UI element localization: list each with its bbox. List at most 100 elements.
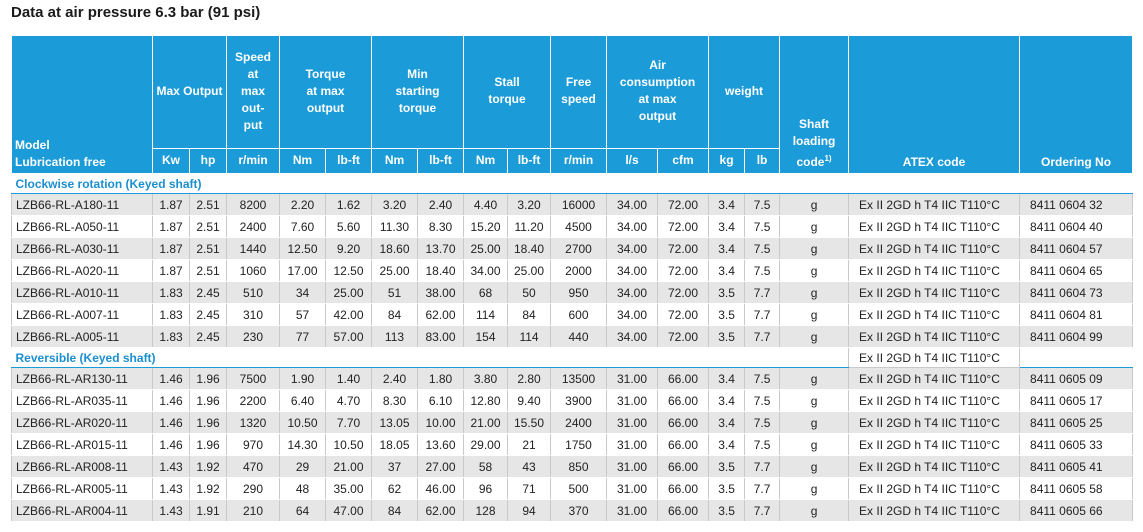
section-atex-note: Ex II 2GD h T4 IIC T110°C: [848, 347, 1021, 368]
value-cell: 6.10: [416, 389, 465, 412]
table-row: LZB66-RL-AR015-11 1.46 1.96 970 14.30 10.50 18…: [11, 433, 1134, 456]
value-cell: 4.70: [325, 389, 372, 412]
value-cell: 34.00: [606, 215, 659, 238]
value-cell: 210: [226, 499, 280, 522]
value-cell: 43: [507, 455, 552, 478]
atex-cell: Ex II 2GD h T4 IIC T110°C: [848, 281, 1021, 304]
ordering-cell: 8411 0604 65: [1019, 259, 1134, 282]
value-cell: 7.7: [744, 281, 781, 304]
value-cell: 3.80: [463, 367, 509, 390]
value-cell: 1.90: [279, 367, 326, 390]
value-cell: 72.00: [657, 281, 710, 304]
ordering-cell: 8411 0604 40: [1019, 215, 1134, 238]
ordering-cell: 8411 0604 81: [1019, 303, 1134, 326]
value-cell: 8.30: [416, 215, 465, 238]
value-cell: 1.43: [152, 455, 190, 478]
value-cell: 2000: [550, 259, 608, 282]
value-cell: 970: [226, 433, 280, 456]
unit-air-cfm: cfm: [657, 148, 710, 174]
value-cell: 10.00: [416, 411, 465, 434]
value-cell: 25.00: [325, 281, 372, 304]
value-cell: 2.40: [371, 367, 418, 390]
header-speed: Speed at max out-put: [226, 35, 280, 149]
unit-min-lbft: lb-ft: [416, 148, 465, 174]
page-title: Data at air pressure 6.3 bar (91 psi): [11, 4, 261, 21]
value-cell: 42.00: [325, 303, 372, 326]
value-cell: 66.00: [657, 411, 710, 434]
value-cell: 3.5: [708, 303, 746, 326]
value-cell: 1.96: [189, 411, 227, 434]
value-cell: 600: [550, 303, 608, 326]
value-cell: 25.00: [463, 237, 509, 260]
table-row: LZB66-RL-A005-11 1.83 2.45 230 77 57.00 113 83.…: [11, 325, 1134, 348]
value-cell: 46.00: [416, 477, 465, 500]
header-stall-torque: Stall torque: [463, 35, 552, 149]
model-cell: LZB66-RL-AR004-11: [11, 499, 153, 522]
value-cell: 14.30: [279, 433, 326, 456]
value-cell: 1.43: [152, 499, 190, 522]
value-cell: 5.60: [325, 215, 372, 238]
value-cell: 510: [226, 281, 280, 304]
atex-cell: Ex II 2GD h T4 IIC T110°C: [848, 237, 1021, 260]
value-cell: 7.7: [744, 477, 781, 500]
atex-cell: Ex II 2GD h T4 IIC T110°C: [848, 455, 1021, 478]
value-cell: 7.7: [744, 499, 781, 522]
value-cell: 230: [226, 325, 280, 348]
shaft-code-cell: g: [779, 433, 850, 456]
value-cell: 11.20: [507, 215, 552, 238]
value-cell: 10.50: [325, 433, 372, 456]
shaft-code-cell: g: [779, 259, 850, 282]
model-cell: LZB66-RL-A010-11: [11, 281, 153, 304]
value-cell: 7.5: [744, 411, 781, 434]
header-model-label: Model: [15, 138, 50, 152]
atex-cell: Ex II 2GD h T4 IIC T110°C: [848, 367, 1021, 390]
value-cell: 12.50: [279, 237, 326, 260]
value-cell: 12.50: [325, 259, 372, 282]
section-ordering-empty: [1019, 347, 1133, 368]
shaft-code-cell: g: [779, 325, 850, 348]
value-cell: 1.43: [152, 477, 190, 500]
value-cell: 71: [507, 477, 552, 500]
value-cell: 1.87: [152, 237, 190, 260]
value-cell: 31.00: [606, 367, 659, 390]
table-row: LZB66-RL-A180-11 1.87 2.51 8200 2.20 1.62 3.20…: [11, 193, 1134, 216]
table-row: LZB66-RL-AR035-11 1.46 1.96 2200 6.40 4.70 8.3…: [11, 389, 1134, 412]
value-cell: 7.7: [744, 455, 781, 478]
value-cell: 8.30: [371, 389, 418, 412]
value-cell: 1750: [550, 433, 608, 456]
value-cell: 1.62: [325, 193, 372, 216]
value-cell: 18.40: [416, 259, 465, 282]
unit-speed: r/min: [226, 148, 280, 174]
value-cell: 21.00: [463, 411, 509, 434]
value-cell: 18.60: [371, 237, 418, 260]
value-cell: 34: [279, 281, 326, 304]
value-cell: 1.92: [189, 477, 227, 500]
value-cell: 7.7: [744, 325, 781, 348]
value-cell: 66.00: [657, 455, 710, 478]
value-cell: 17.00: [279, 259, 326, 282]
table-row: LZB66-RL-A020-11 1.87 2.51 1060 17.00 12.50 25…: [11, 259, 1134, 282]
value-cell: 16000: [550, 193, 608, 216]
value-cell: 37: [371, 455, 418, 478]
header-ordering: Ordering No: [1019, 35, 1134, 174]
value-cell: 2700: [550, 237, 608, 260]
value-cell: 3.5: [708, 499, 746, 522]
ordering-cell: 8411 0604 57: [1019, 237, 1134, 260]
value-cell: 1.83: [152, 325, 190, 348]
model-cell: LZB66-RL-AR015-11: [11, 433, 153, 456]
value-cell: 29.00: [463, 433, 509, 456]
atex-cell: Ex II 2GD h T4 IIC T110°C: [848, 433, 1021, 456]
section-ordering-empty: [1019, 173, 1133, 194]
value-cell: 290: [226, 477, 280, 500]
data-table: Model Lubrication free Max Output Speed at…: [11, 35, 1134, 522]
model-cell: LZB66-RL-AR008-11: [11, 455, 153, 478]
atex-cell: Ex II 2GD h T4 IIC T110°C: [848, 303, 1021, 326]
value-cell: 7.60: [279, 215, 326, 238]
shaft-code-cell: g: [779, 303, 850, 326]
value-cell: 72.00: [657, 215, 710, 238]
model-cell: LZB66-RL-A050-11: [11, 215, 153, 238]
value-cell: 31.00: [606, 455, 659, 478]
table-row: LZB66-RL-A030-11 1.87 2.51 1440 12.50 9.20 18.…: [11, 237, 1134, 260]
value-cell: 25.00: [371, 259, 418, 282]
value-cell: 3.4: [708, 367, 746, 390]
